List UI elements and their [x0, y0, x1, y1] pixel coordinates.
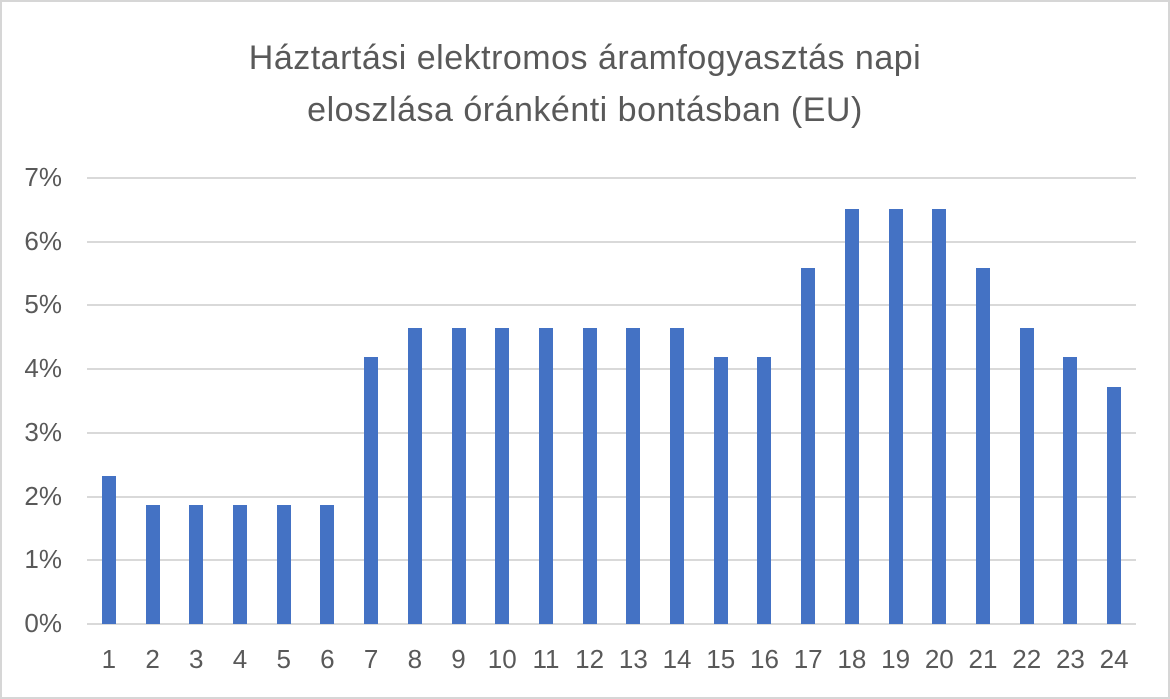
x-axis-tick-label-22: 22 [1012, 644, 1042, 674]
gridline-6% [87, 240, 1136, 243]
bar-hour-19 [888, 209, 903, 624]
bar-hour-2 [145, 505, 160, 624]
x-axis-tick-label-20: 20 [924, 644, 954, 674]
gridline-3% [87, 431, 1136, 434]
bar-hour-15 [713, 357, 728, 624]
x-axis-tick-label-15: 15 [706, 644, 736, 674]
bar-hour-9 [451, 327, 466, 624]
x-axis-tick-label-18: 18 [837, 644, 867, 674]
bar-hour-17 [801, 268, 816, 624]
gridline-7% [87, 177, 1136, 179]
y-axis-tick-label-0%: 0% [24, 608, 62, 638]
gridline-1% [87, 559, 1136, 562]
x-axis-tick-label-12: 12 [575, 644, 605, 674]
bar-hour-11 [538, 327, 553, 624]
bar-hour-24 [1107, 386, 1122, 624]
x-axis-tick-label-24: 24 [1099, 644, 1129, 674]
x-axis-tick-label-14: 14 [662, 644, 692, 674]
x-axis-tick-label-10: 10 [487, 644, 517, 674]
x-axis-tick-label-11: 11 [532, 644, 560, 674]
x-axis-tick-label-6: 6 [320, 644, 335, 674]
bar-hour-5 [276, 505, 291, 624]
x-axis-tick-label-21: 21 [968, 644, 998, 674]
y-axis-tick-label-7%: 7% [24, 162, 62, 192]
x-axis-tick-label-8: 8 [407, 644, 423, 674]
bar-hour-23 [1063, 357, 1078, 624]
x-axis-tick-label-4: 4 [232, 644, 248, 674]
chart-title-line-1: Háztartási elektromos áramfogyasztás nap… [248, 39, 922, 77]
y-axis-tick-label-6%: 6% [24, 225, 62, 256]
y-axis-tick-label-5%: 5% [24, 289, 62, 320]
bar-hour-3 [189, 505, 204, 624]
gridline-2% [87, 495, 1136, 498]
bar-hour-20 [932, 209, 947, 624]
y-axis-tick-label-4%: 4% [24, 353, 62, 384]
bar-hour-16 [757, 357, 772, 624]
chart-title-line-2: eloszlása óránkénti bontásban (EU) [307, 91, 863, 129]
x-axis-tick-label-3: 3 [189, 644, 204, 674]
bar-hour-4 [232, 505, 247, 624]
gridline-4% [87, 368, 1136, 371]
y-axis-tick-label-1%: 1% [24, 544, 62, 575]
bar-hour-7 [364, 357, 379, 624]
x-axis-tick-label-9: 9 [451, 644, 466, 674]
bar-hour-8 [407, 327, 422, 624]
bar-hour-22 [1019, 327, 1034, 624]
bar-hour-14 [670, 327, 685, 624]
x-axis-tick-label-16: 16 [750, 644, 779, 674]
bar-hour-21 [976, 268, 991, 624]
x-axis-tick-label-1: 1 [101, 644, 117, 674]
gridline-0% [87, 623, 1136, 625]
bar-hour-13 [626, 327, 641, 624]
bar-hour-10 [495, 327, 510, 624]
y-axis-tick-label-2%: 2% [24, 480, 62, 511]
y-axis-tick-label-3%: 3% [24, 416, 62, 447]
gridline-5% [87, 304, 1136, 307]
x-axis-tick-label-2: 2 [145, 644, 160, 674]
bar-hour-12 [582, 327, 597, 624]
bar-hour-1 [101, 475, 116, 624]
bar-hour-6 [320, 505, 335, 624]
x-axis-tick-label-23: 23 [1055, 644, 1085, 674]
x-axis-tick-label-19: 19 [881, 644, 911, 674]
chart-title: Háztartási elektromos áramfogyasztás nap… [2, 32, 1168, 136]
x-axis-tick-label-7: 7 [363, 644, 379, 674]
bar-hour-18 [844, 209, 859, 624]
x-axis-tick-label-13: 13 [618, 644, 648, 674]
x-axis-tick-label-5: 5 [276, 644, 291, 674]
x-axis-tick-label-17: 17 [793, 644, 823, 674]
